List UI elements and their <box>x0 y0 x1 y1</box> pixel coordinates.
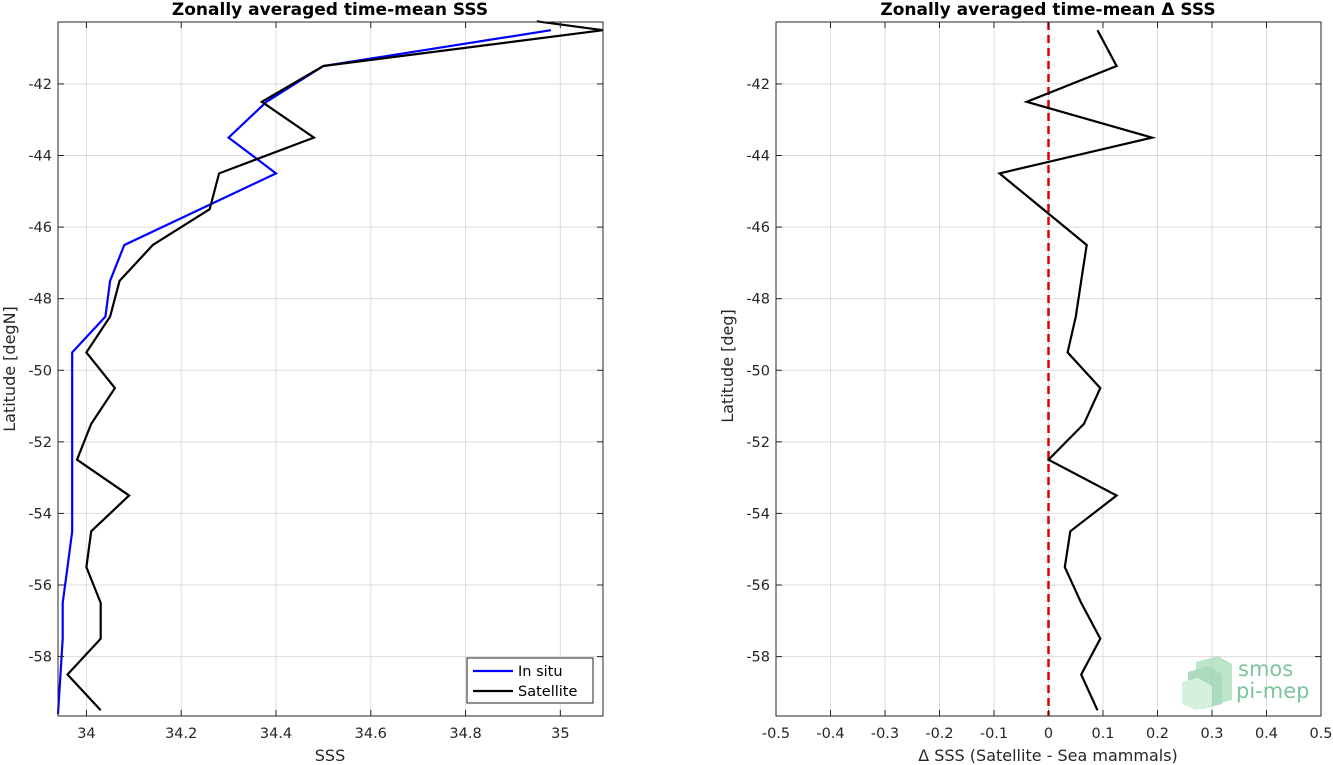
tick-marks <box>58 22 603 716</box>
y-tick-label: -46 <box>28 220 52 236</box>
series-line-satellite <box>65 20 604 712</box>
y-tick-labels: -42 -44 -46 -48 -50 -52 -54 -56 -58 <box>28 77 52 666</box>
logo-text-smos: smos <box>1238 657 1293 681</box>
x-tick-label: 0 <box>1044 726 1053 742</box>
y-tick-label: -56 <box>746 578 770 594</box>
y-tick-label: -44 <box>28 149 52 165</box>
legend: In situ Satellite <box>466 657 594 704</box>
y-tick-label: -50 <box>746 363 770 379</box>
grid-lines <box>58 22 603 716</box>
x-tick-label: 34.8 <box>449 726 481 742</box>
y-tick-label: -48 <box>746 292 770 308</box>
series-line-0 <box>997 29 1157 711</box>
y-tick-label: -48 <box>28 292 52 308</box>
x-tick-label: 0.5 <box>1309 726 1332 742</box>
series-line-in-situ <box>56 29 552 714</box>
x-axis-label: Δ SSS (Satellite - Sea mammals) <box>918 746 1178 765</box>
x-tick-label: -0.2 <box>925 726 953 742</box>
logo-text-pi-mep: pi-mep <box>1236 679 1309 703</box>
chart-title: Zonally averaged time-mean Δ SSS <box>880 0 1215 20</box>
y-tick-label: -42 <box>746 77 770 93</box>
y-tick-label: -46 <box>746 220 770 236</box>
x-tick-labels: 34 34.2 34.4 34.6 34.8 35 <box>77 726 569 742</box>
sss-panel: 34 34.2 34.4 34.6 34.8 35 -42-44-46-48-50-52-… <box>0 0 604 765</box>
y-tick-label: -58 <box>746 650 770 666</box>
series-lines <box>997 29 1157 711</box>
y-tick-label: -56 <box>28 578 52 594</box>
plot-area <box>58 22 603 716</box>
smos-pi-mep-logo: smos pi-mep <box>1182 656 1309 710</box>
x-tick-label: 35 <box>551 726 569 742</box>
x-tick-label: 0.1 <box>1091 726 1114 742</box>
y-tick-labels: -42 -44 -46 -48 -50 -52 -54 -56 -58 <box>746 77 770 666</box>
y-tick-label: -52 <box>746 435 770 451</box>
x-axis-label: SSS <box>315 746 345 765</box>
x-tick-labels: -0.5 -0.4 -0.3 -0.2 -0.1 0 0.1 0.2 0.3 0.4 0.5 <box>762 726 1333 742</box>
delta-sss-panel: -0.5 -0.4 -0.3 -0.2 -0.1 0 0.1 0.2 0.3 0.4 0.5 -42… <box>718 0 1333 765</box>
logo-icon <box>1182 656 1232 710</box>
x-tick-label: 34.6 <box>355 726 387 742</box>
x-tick-label: 34.4 <box>260 726 292 742</box>
y-axis-label: Latitude [degN] <box>0 306 19 432</box>
legend-label-satellite: Satellite <box>518 684 577 700</box>
y-tick-label: -54 <box>28 506 52 522</box>
legend-label-in-situ: In situ <box>518 664 563 680</box>
y-tick-label: -54 <box>746 506 770 522</box>
axes-box <box>57 21 604 717</box>
x-tick-label: -0.1 <box>980 726 1008 742</box>
x-tick-label: 0.4 <box>1255 726 1278 742</box>
legend-box <box>466 657 594 704</box>
x-tick-label: -0.5 <box>762 726 790 742</box>
x-tick-label: 34 <box>77 726 95 742</box>
y-axis-label: Latitude [deg] <box>718 309 737 423</box>
chart-title: Zonally averaged time-mean SSS <box>172 0 488 20</box>
x-tick-label: -0.3 <box>871 726 899 742</box>
series-lines <box>56 20 604 714</box>
x-tick-label: 34.2 <box>165 726 197 742</box>
y-tick-label: -44 <box>746 149 770 165</box>
y-tick-label: -42 <box>28 77 52 93</box>
x-tick-label: 0.3 <box>1200 726 1223 742</box>
y-tick-label: -50 <box>28 363 52 379</box>
x-tick-label: -0.4 <box>816 726 844 742</box>
tick-marks <box>775 22 1322 716</box>
y-tick-label: -58 <box>28 650 52 666</box>
y-tick-label: -52 <box>28 435 52 451</box>
x-tick-label: 0.2 <box>1146 726 1169 742</box>
